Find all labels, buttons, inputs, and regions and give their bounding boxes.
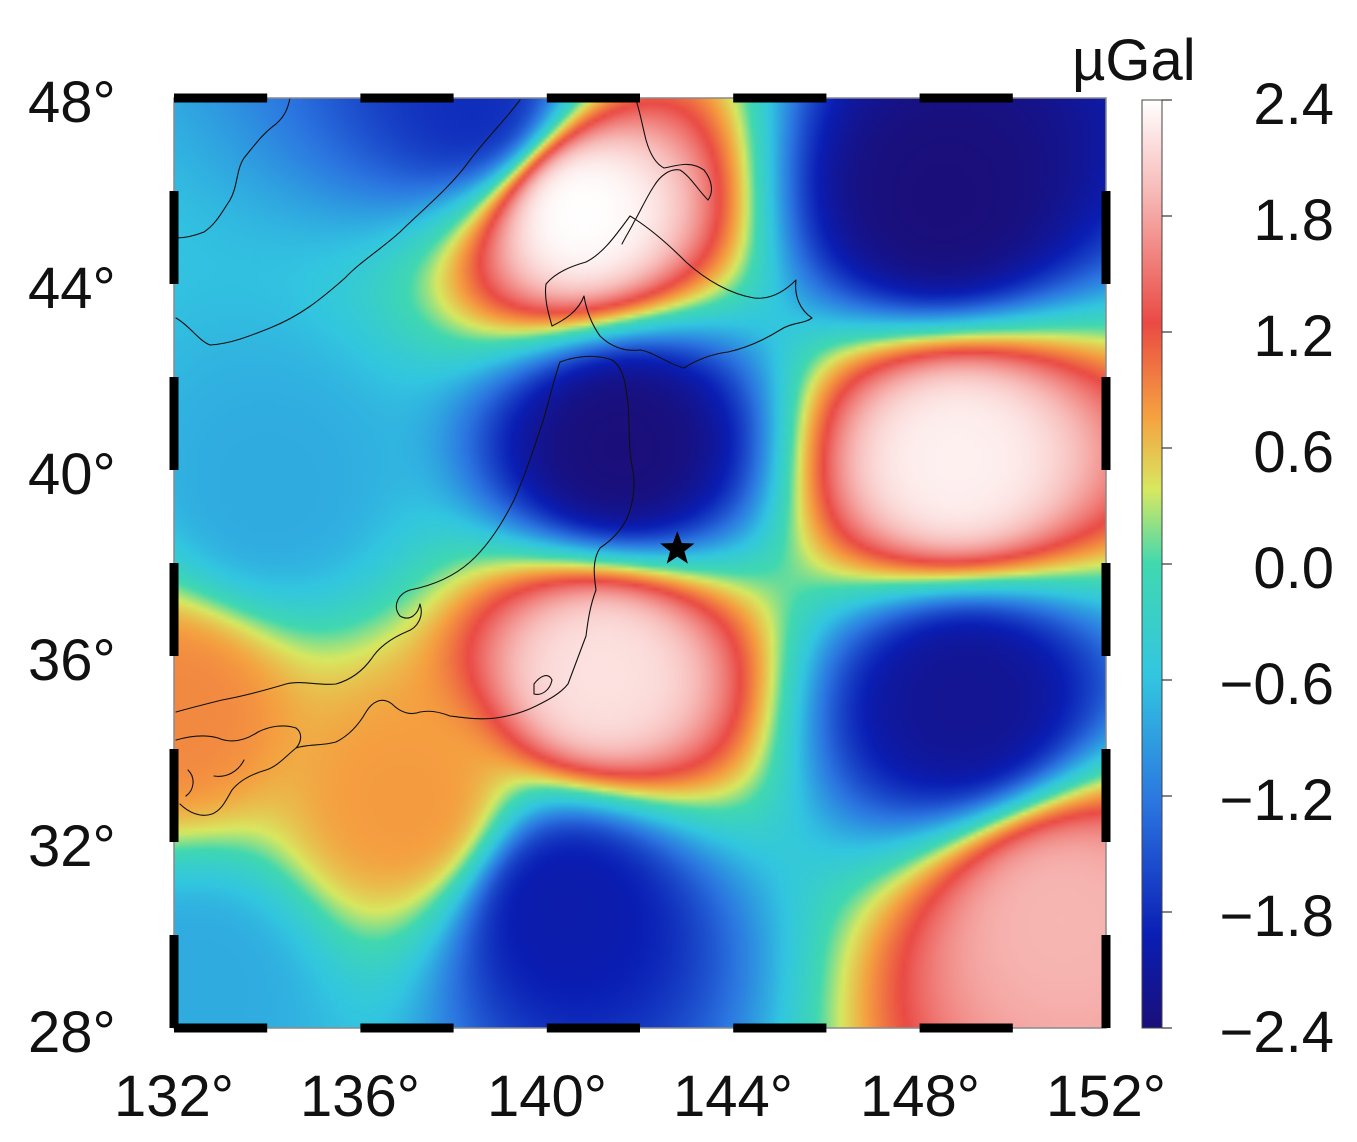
longitude-axis: 132° 136° 140° 144° 148° 152° <box>114 1064 1166 1129</box>
frame-bar-right <box>1101 377 1111 470</box>
map-frame-tick-bars <box>169 93 1111 1033</box>
frame-bar-bottom <box>546 1023 640 1033</box>
lon-tick-label-140: 140° <box>487 1064 607 1129</box>
frame-bar-left <box>169 935 179 1028</box>
lat-tick-label-40: 40° <box>28 442 116 507</box>
frame-bar-left <box>169 749 179 842</box>
frame-bar-top <box>919 93 1013 103</box>
lon-tick-label-136: 136° <box>300 1064 420 1129</box>
coastline-sakhalin <box>621 99 713 245</box>
lat-tick-label-36: 36° <box>28 628 116 693</box>
coastline-honshu <box>295 355 635 749</box>
frame-bar-top <box>733 93 827 103</box>
colorbar-tick-label-7: −1.8 <box>1220 884 1335 949</box>
lat-tick-label-32: 32° <box>28 814 116 879</box>
colorbar-tick-label-1: 1.8 <box>1253 188 1334 253</box>
lat-tick-label-44: 44° <box>28 256 116 321</box>
latitude-axis: 48° 44° 40° 36° 32° 28° <box>28 70 116 1065</box>
colorbar-ticks <box>1162 99 1172 1029</box>
colorbar-tick-label-5: −0.6 <box>1220 652 1335 717</box>
frame-bar-left <box>169 377 179 470</box>
epicenter-star-icon <box>660 531 695 564</box>
frame-bar-right <box>1101 191 1111 284</box>
lat-tick-label-48: 48° <box>28 70 116 135</box>
coastline-honshu-west <box>175 361 561 713</box>
colorbar-tick-label-6: −1.2 <box>1220 768 1335 833</box>
frame-bar-bottom <box>174 1023 268 1033</box>
map-plot-area <box>169 93 1111 1033</box>
lat-tick-label-28: 28° <box>28 1000 116 1065</box>
coastline-mainland-east <box>175 99 521 346</box>
colorbar-tick-label-0: 2.4 <box>1253 72 1334 137</box>
colorbar-tick-label-2: 1.2 <box>1253 304 1334 369</box>
frame-bar-right <box>1101 935 1111 1028</box>
lon-tick-label-152: 152° <box>1046 1064 1166 1129</box>
lon-tick-label-144: 144° <box>673 1064 793 1129</box>
lon-tick-label-132: 132° <box>114 1064 234 1129</box>
colorbar-unit-label: µGal <box>1072 28 1196 93</box>
coastlines <box>175 98 813 816</box>
coastline-kyushu-shikoku <box>175 725 302 816</box>
lon-tick-label-148: 148° <box>860 1064 980 1129</box>
frame-bar-top <box>360 93 454 103</box>
frame-bar-bottom <box>919 1023 1013 1033</box>
frame-bar-right <box>1101 749 1111 842</box>
coastline-hokkaido <box>544 215 813 369</box>
coastline-boso <box>533 675 553 695</box>
colorbar: µGal 2.4 1.8 1.2 0.6 0.0 −0.6 −1.2 −1.8 … <box>1072 28 1334 1065</box>
frame-bar-top <box>546 93 640 103</box>
coastline-mainland <box>175 98 291 239</box>
frame-bar-bottom <box>360 1023 454 1033</box>
colorbar-tick-label-4: 0.0 <box>1253 536 1334 601</box>
colorbar-gradient <box>1141 99 1163 1029</box>
colorbar-tick-label-8: −2.4 <box>1220 1000 1335 1065</box>
frame-bar-top <box>174 93 268 103</box>
gravity-anomaly-field <box>174 98 1106 1028</box>
frame-bar-right <box>1101 563 1111 656</box>
frame-bar-left <box>169 563 179 656</box>
frame-bar-left <box>169 191 179 284</box>
frame-bar-bottom <box>733 1023 827 1033</box>
colorbar-tick-label-3: 0.6 <box>1253 420 1334 485</box>
